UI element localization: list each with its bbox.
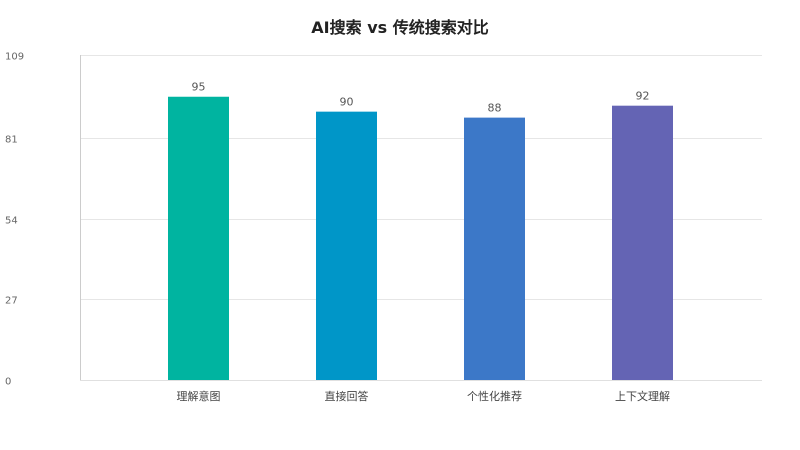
x-tick-label: 上下文理解 (615, 389, 670, 403)
chart-title: AI搜索 vs 传统搜索对比 (311, 18, 488, 37)
data-labels: 95 90 88 92 (192, 81, 650, 115)
y-tick-label: 81 (5, 135, 18, 146)
y-tick-label: 109 (5, 52, 24, 63)
axes (80, 55, 762, 381)
y-tick-label: 0 (5, 377, 11, 388)
y-tick-labels: 0 27 54 81 109 (5, 52, 24, 388)
y-tick-label: 27 (5, 296, 18, 307)
bars (168, 96, 673, 381)
data-label: 92 (636, 90, 650, 103)
x-tick-label: 理解意图 (177, 389, 221, 403)
data-label: 90 (340, 96, 354, 109)
x-category-labels: 理解意图 直接回答 个性化推荐 上下文理解 (177, 389, 671, 403)
bar (168, 96, 229, 381)
x-tick-label: 直接回答 (325, 389, 369, 403)
y-tick-label: 54 (5, 216, 18, 227)
data-label: 95 (192, 81, 206, 94)
data-label: 88 (488, 102, 502, 115)
x-tick-label: 个性化推荐 (467, 389, 522, 403)
bar (316, 111, 377, 381)
bar (612, 105, 673, 380)
bar (464, 117, 525, 380)
